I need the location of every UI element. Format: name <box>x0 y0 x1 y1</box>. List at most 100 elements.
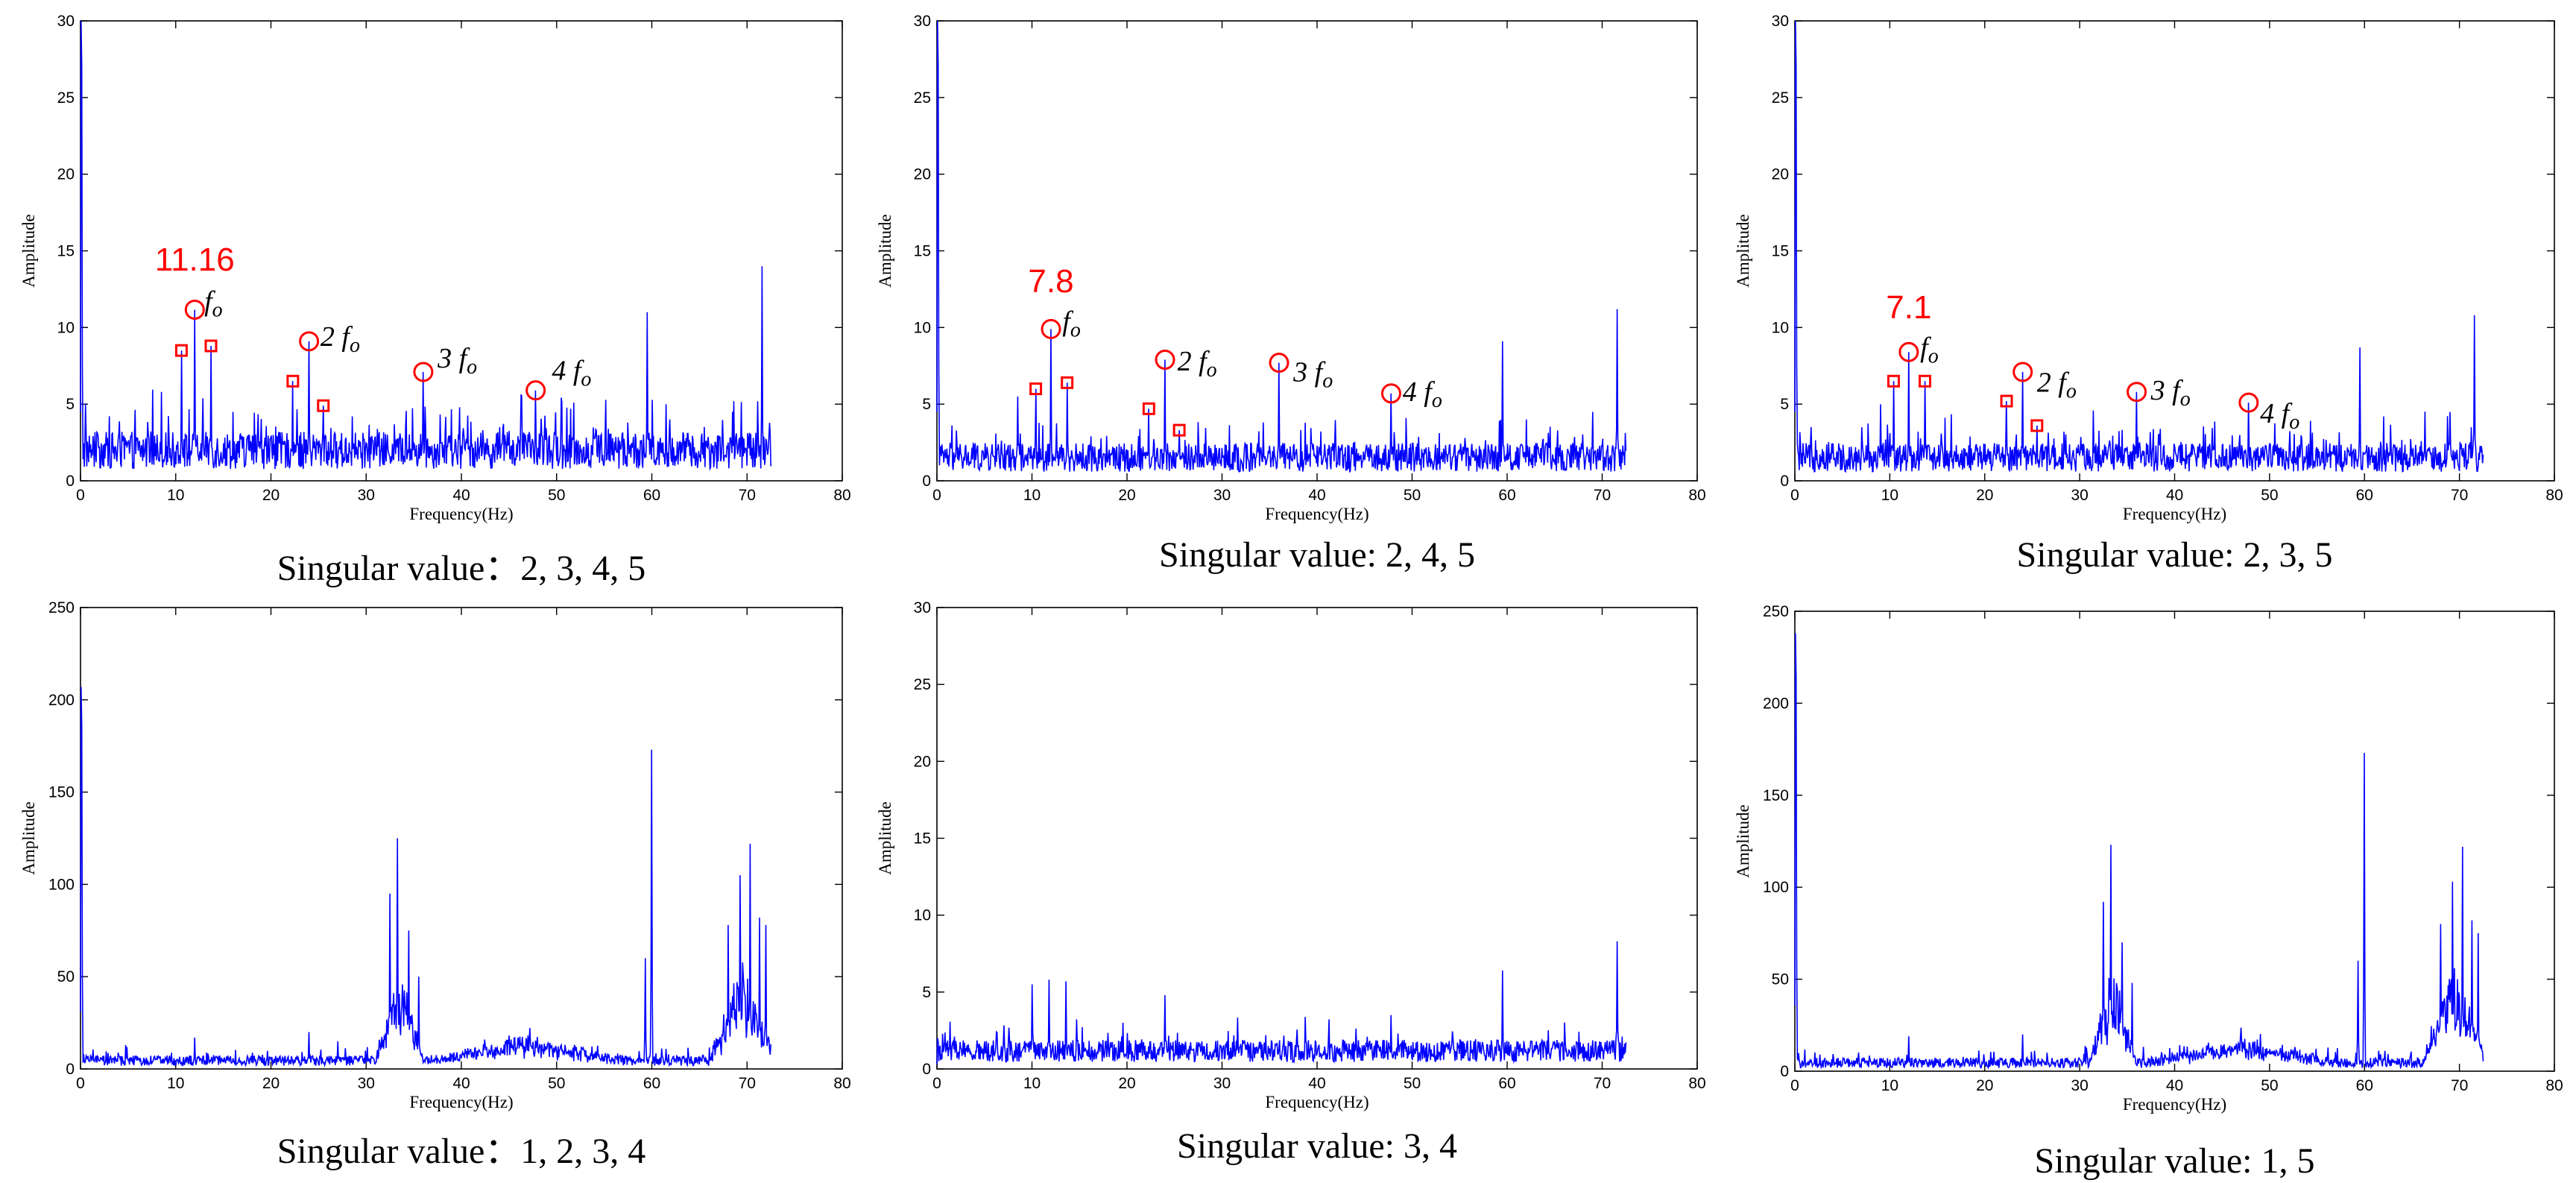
x-tick-label: 20 <box>262 487 280 504</box>
harmonic-label-sub: o <box>350 334 360 357</box>
x-tick-label: 80 <box>2545 487 2563 504</box>
harmonic-label-main: 3 f <box>437 343 470 374</box>
sideband-square-marker <box>174 344 188 357</box>
spectrum-series-line <box>936 941 1627 1064</box>
y-tick-label: 25 <box>914 676 931 693</box>
x-tick-label: 80 <box>2545 1077 2563 1094</box>
sideband-square-marker <box>1142 402 1155 415</box>
harmonic-peak-circle-marker <box>525 380 546 401</box>
y-tick-label: 15 <box>914 830 931 848</box>
x-tick-label: 70 <box>739 1075 756 1092</box>
y-tick-label: 15 <box>914 243 931 260</box>
harmonic-peak-circle-marker <box>1269 353 1289 373</box>
harmonic-peak-circle-marker <box>299 331 320 352</box>
harmonic-label: 3 fo <box>1292 356 1333 392</box>
x-tick-label: 10 <box>1881 487 1898 504</box>
x-tick-label: 70 <box>1594 487 1611 504</box>
y-axis-label: Amplitude <box>876 214 894 287</box>
x-tick-label: 0 <box>1790 487 1799 504</box>
sideband-square-marker <box>1919 374 1932 388</box>
harmonic-label-main: 2 f <box>1178 346 1210 377</box>
x-tick-label: 30 <box>1213 487 1231 504</box>
x-tick-label: 60 <box>643 1075 660 1092</box>
y-tick-label: 200 <box>1763 695 1789 712</box>
x-tick-label: 40 <box>1308 487 1325 504</box>
harmonic-label-sub: o <box>581 367 591 391</box>
y-tick-label: 250 <box>1763 603 1789 620</box>
panel-caption: Singular value: 1, 5 <box>2035 1141 2315 1181</box>
y-tick-label: 0 <box>66 1061 75 1078</box>
chart-panel-1: 0 10 20 30 40 50 60 70 80 0 5 10 15 20 25 30 Frequency(H… <box>19 13 851 588</box>
x-tick-label: 50 <box>548 1075 565 1092</box>
harmonic-peak-circle-marker <box>2012 362 2033 382</box>
x-tick-label: 70 <box>739 487 756 504</box>
y-tick-label: 150 <box>48 784 75 801</box>
harmonic-label: 4 fo <box>2260 398 2299 434</box>
y-tick-label: 15 <box>57 243 75 260</box>
x-axis-label: Frequency(Hz) <box>409 1093 513 1111</box>
y-tick-label: 15 <box>1772 243 1789 260</box>
chart-panel-3: 0 10 20 30 40 50 60 70 80 0 5 10 15 20 25 30 Frequency(H… <box>1734 13 2563 575</box>
harmonic-label-sub: o <box>1432 389 1442 412</box>
x-axis-label: Frequency(Hz) <box>2123 1095 2226 1114</box>
x-tick-label: 40 <box>2166 1077 2183 1094</box>
x-tick-label: 70 <box>2451 1077 2468 1094</box>
y-tick-label: 30 <box>914 599 931 616</box>
y-tick-label: 30 <box>914 13 931 30</box>
x-tick-label: 60 <box>1498 487 1515 504</box>
sideband-square-marker <box>2030 419 2044 432</box>
x-tick-label: 10 <box>1023 1075 1041 1092</box>
x-tick-label: 30 <box>2071 1077 2088 1094</box>
harmonic-label-main: 2 f <box>321 321 353 353</box>
y-tick-label: 50 <box>1772 971 1789 988</box>
x-tick-label: 50 <box>1404 487 1421 504</box>
y-axis-label: Amplitude <box>876 801 894 874</box>
harmonic-label: fo <box>1062 306 1081 341</box>
harmonic-label-sub: o <box>467 356 477 379</box>
spectrum-series-line <box>80 687 771 1067</box>
harmonic-peak-circle-marker <box>184 299 205 320</box>
harmonic-label: 4 fo <box>552 355 591 391</box>
panel-caption: Singular value: 3, 4 <box>1177 1126 1457 1166</box>
harmonic-label: fo <box>1920 332 1939 367</box>
fundamental-peak-value: 7.8 <box>1028 263 1073 300</box>
sideband-square-marker <box>1887 374 1900 388</box>
y-axis-label: Amplitude <box>1734 804 1752 877</box>
y-axis-label: Amplitude <box>1734 214 1752 287</box>
y-tick-label: 0 <box>922 1061 931 1078</box>
chart-panel-6: 0 10 20 30 40 50 60 70 80 0 50 100 150 200 250 Frequenc… <box>1734 603 2563 1181</box>
x-tick-label: 50 <box>1404 1075 1421 1092</box>
x-tick-label: 0 <box>1790 1077 1799 1094</box>
y-tick-label: 10 <box>1772 319 1789 336</box>
x-tick-label: 10 <box>1023 487 1041 504</box>
y-tick-label: 10 <box>914 319 931 336</box>
x-tick-label: 30 <box>358 487 375 504</box>
y-axis-label: Amplitude <box>19 801 38 874</box>
x-tick-label: 70 <box>1594 1075 1611 1092</box>
harmonic-label: 2 fo <box>321 321 360 357</box>
y-tick-label: 5 <box>922 396 931 413</box>
y-tick-label: 50 <box>57 968 75 985</box>
fundamental-peak-value: 7.1 <box>1886 289 1931 326</box>
harmonic-label-main: 2 f <box>2037 367 2070 399</box>
spectrum-series-line <box>936 20 1627 473</box>
harmonic-peak-circle-marker <box>2127 382 2147 403</box>
y-tick-label: 30 <box>1772 13 1789 30</box>
x-tick-label: 0 <box>76 487 85 504</box>
x-tick-label: 10 <box>167 487 184 504</box>
x-tick-label: 50 <box>2261 1077 2278 1094</box>
harmonic-label-sub: o <box>2180 388 2191 411</box>
y-tick-label: 10 <box>57 319 75 336</box>
x-tick-label: 0 <box>932 1075 941 1092</box>
sideband-square-marker <box>2000 394 2013 408</box>
x-tick-label: 50 <box>2261 487 2278 504</box>
spectrum-series-line <box>80 20 771 471</box>
y-tick-label: 5 <box>922 984 931 1001</box>
harmonic-label-sub: o <box>1322 369 1333 392</box>
plot-area-frame <box>936 607 1698 1070</box>
harmonic-peak-circle-marker <box>2238 392 2259 413</box>
fundamental-peak-value: 11.16 <box>155 242 235 278</box>
x-axis-label: Frequency(Hz) <box>1265 1093 1368 1111</box>
chart-panel-4: 0 10 20 30 40 50 60 70 80 0 50 100 150 200 250 Frequenc… <box>19 599 851 1171</box>
